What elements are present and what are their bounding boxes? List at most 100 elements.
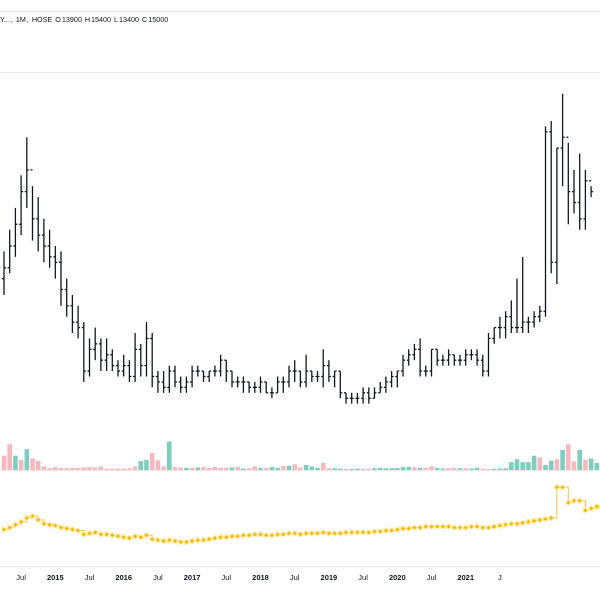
ohlc-bar [7,229,12,274]
volume-bar [423,467,429,470]
ohlc-legend: Y..., 1M, HOSE O13900 H15400 L13400 C150… [0,15,169,24]
volume-bar [138,461,144,470]
volume-bar [389,468,394,470]
ohlc-bar [537,305,542,323]
ohlc-bar [70,294,75,333]
volume-bar [315,467,320,470]
volume-bar [241,468,246,470]
ohlc-bar [458,354,462,366]
time-tick-label: Jul [289,573,300,582]
volume-bar [577,450,582,470]
ohlc-bar [366,387,371,404]
volume-bar [548,460,554,470]
legend-close-label: C [142,15,148,24]
ohlc-bar [81,322,86,382]
time-tick-label: 2016 [115,573,133,582]
ohlc-bar [440,354,445,366]
volume-bar [1,455,7,470]
indicator-marker [371,528,378,535]
ohlc-bar [332,370,337,388]
volume-bar [349,468,354,470]
ohlc-bar [309,370,314,382]
ohlc-bar [212,365,217,377]
ohlc-bar [292,360,297,382]
ohlc-bar [435,348,440,366]
ohlc-bar [321,349,326,388]
indicator-marker [154,536,162,544]
indicator-marker [257,531,264,538]
volume-bar [70,467,75,470]
ohlc-bar [389,371,394,388]
volume-bar [338,468,343,470]
ohlc-bar [583,169,588,230]
ohlc-bar [230,370,234,388]
ohlc-bar [47,229,52,268]
volume-bar [434,467,440,470]
indicator-marker [69,526,76,533]
indicator-marker [40,520,48,527]
time-tick-label: 2019 [320,573,338,582]
volume-bar [366,468,372,470]
indicator-marker [542,515,549,523]
indicator-marker [456,524,464,531]
ohlc-bar [24,137,29,208]
indicator-marker [240,532,247,539]
volume-bar [263,467,269,470]
indicator-marker [473,523,481,530]
ohlc-bar [475,349,480,366]
volume-bar [463,468,468,470]
indicator-marker [80,531,88,538]
time-tick-label: Jul [153,573,163,582]
volume-bar [417,467,423,470]
volume-bar [543,465,548,470]
ohlc-bar [2,251,6,295]
legend-symbol[interactable]: Y... [0,15,10,24]
ohlc-bar [497,316,502,339]
indicator-pane[interactable] [0,470,600,566]
indicator-marker [251,531,258,538]
volume-bar [269,467,275,470]
indicator-marker [234,533,241,540]
ohlc-bar [36,197,41,252]
time-tick-label: J [498,573,502,582]
ohlc-bar [207,370,212,382]
volume-pane[interactable] [0,420,600,470]
volume-bar [212,466,218,470]
indicator-marker [228,533,236,540]
ohlc-bar [19,175,24,236]
indicator-marker [52,522,59,529]
indicator-marker [325,530,333,537]
indicator-marker [394,526,401,533]
time-tick-label: 2015 [46,573,64,582]
indicator-marker [177,538,184,546]
indicator-marker [565,499,572,506]
volume-bar [429,466,434,470]
ohlc-bar [104,338,109,372]
volume-bar [127,468,132,470]
indicator-marker [388,527,395,534]
ohlc-bar [87,338,92,377]
volume-bar [144,460,149,470]
indicator-marker [206,535,213,543]
time-axis[interactable]: Jul 2015 Jul 2016 Jul 2017 Jul 2018 Jul 2019 Jul 20… [0,566,600,600]
indicator-marker [411,524,418,531]
volume-bar [18,460,24,470]
price-pane[interactable] [0,72,600,420]
indicator-marker [183,538,190,546]
ohlc-bar [486,333,491,377]
time-tick-label: 2020 [388,573,406,582]
ohlc-bar [515,278,519,333]
ohlc-bar [401,354,405,377]
ohlc-bar [589,180,594,198]
volume-bar [24,449,30,470]
volume-bar [41,466,47,470]
ohlc-bar [446,349,451,366]
ohlc-bar [480,354,485,377]
volume-bar [189,467,195,470]
volume-bar [184,467,189,470]
indicator-marker [274,531,281,538]
volume-bar [486,468,491,470]
ohlc-bar [252,381,257,393]
ohlc-bar [406,349,411,366]
